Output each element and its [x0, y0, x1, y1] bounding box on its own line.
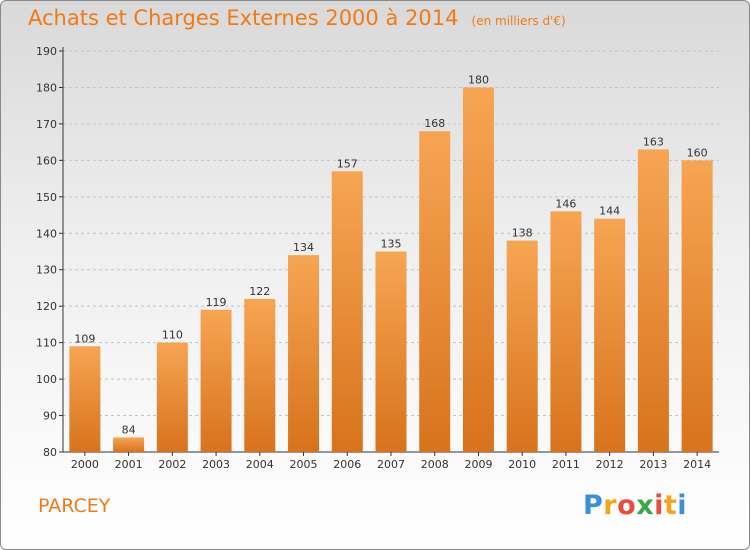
x-tick-label: 2012 — [596, 458, 624, 471]
data-label: 122 — [249, 285, 270, 298]
bar — [681, 160, 713, 452]
proxiti-logo: Proxiti — [583, 490, 687, 521]
bar — [113, 437, 145, 452]
x-tick-label: 2010 — [508, 458, 536, 471]
chart-title: Achats et Charges Externes 2000 à 2014 (… — [28, 6, 566, 30]
bar — [288, 255, 320, 452]
bar — [200, 309, 232, 452]
data-label: 160 — [687, 146, 708, 159]
y-tick-label: 140 — [36, 227, 57, 240]
bar — [550, 211, 582, 452]
y-tick-label: 160 — [36, 154, 57, 167]
data-label: 135 — [381, 238, 402, 251]
data-label: 138 — [512, 227, 533, 240]
x-tick-label: 2011 — [552, 458, 580, 471]
bar — [375, 251, 407, 452]
data-label: 109 — [74, 332, 95, 345]
y-tick-label: 130 — [36, 264, 57, 277]
x-tick-label: 2001 — [115, 458, 143, 471]
logo-letter: r — [603, 490, 618, 521]
x-tick-label: 2004 — [246, 458, 274, 471]
y-tick-label: 170 — [36, 118, 57, 131]
data-label: 119 — [206, 296, 227, 309]
bar — [331, 171, 363, 453]
x-tick-label: 2005 — [290, 458, 318, 471]
x-tick-label: 2006 — [333, 458, 361, 471]
commune-name: PARCEY — [38, 495, 111, 517]
chart-title-unit: (en milliers d'€) — [471, 14, 566, 28]
bar — [69, 346, 101, 452]
y-tick-label: 120 — [36, 300, 57, 313]
x-tick-label: 2002 — [158, 458, 186, 471]
data-label: 144 — [599, 205, 620, 218]
y-tick-label: 190 — [36, 45, 57, 58]
logo-letter: o — [617, 490, 637, 521]
bar — [594, 218, 626, 452]
y-tick-label: 110 — [36, 337, 57, 350]
bar — [506, 240, 538, 452]
data-label: 180 — [468, 73, 489, 86]
data-label: 168 — [424, 117, 445, 130]
y-tick-label: 90 — [43, 410, 57, 423]
data-label: 84 — [122, 423, 136, 436]
y-tick-label: 150 — [36, 191, 57, 204]
logo-letter: x — [636, 490, 655, 521]
x-tick-label: 2014 — [683, 458, 711, 471]
logo-letter: i — [677, 490, 688, 521]
bar — [156, 342, 188, 452]
data-label: 163 — [643, 135, 664, 148]
logo-letter: t — [663, 490, 678, 521]
data-label: 110 — [162, 329, 183, 342]
logo-letter: P — [583, 490, 604, 521]
x-tick-label: 2009 — [464, 458, 492, 471]
chart-title-main: Achats et Charges Externes 2000 à 2014 — [28, 6, 459, 30]
x-tick-label: 2008 — [421, 458, 449, 471]
y-tick-label: 100 — [36, 373, 57, 386]
bar — [637, 149, 669, 452]
logo-letter: i — [654, 490, 664, 521]
data-label: 134 — [293, 241, 314, 254]
bar — [244, 298, 276, 452]
y-tick-label: 180 — [36, 81, 57, 94]
data-label: 146 — [555, 197, 576, 210]
x-tick-label: 2000 — [71, 458, 99, 471]
y-tick-label: 80 — [43, 446, 57, 459]
x-tick-label: 2013 — [639, 458, 667, 471]
data-label: 157 — [337, 157, 358, 170]
x-tick-label: 2003 — [202, 458, 230, 471]
bar — [462, 87, 494, 453]
x-tick-label: 2007 — [377, 458, 405, 471]
bar — [419, 131, 451, 452]
